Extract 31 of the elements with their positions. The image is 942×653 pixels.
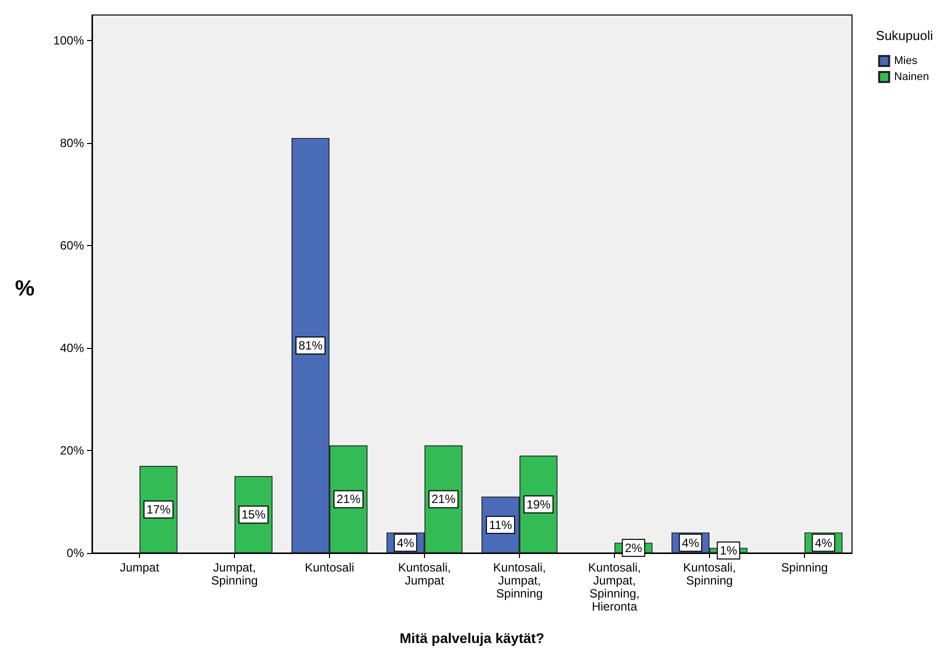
data-label: 81% <box>298 338 323 352</box>
data-label: 4% <box>396 536 414 550</box>
data-label: 1% <box>720 543 738 558</box>
data-label: 21% <box>431 492 456 506</box>
x-tick-label: Kuntosali, Jumpat, Spinning <box>493 560 546 600</box>
data-label: 11% <box>488 518 512 532</box>
y-tick-label: 60% <box>60 238 84 253</box>
data-label: 17% <box>146 502 171 516</box>
y-tick-label: 20% <box>60 444 84 458</box>
data-label: 19% <box>526 497 551 512</box>
y-tick-label: 80% <box>60 136 84 150</box>
data-label: 15% <box>241 508 266 522</box>
x-tick-label: Spinning <box>781 560 828 574</box>
data-label: 21% <box>336 492 361 506</box>
data-label: 2% <box>624 540 642 555</box>
x-tick-label: Kuntosali, Spinning <box>683 560 736 588</box>
x-tick-label: Jumpat <box>120 560 160 574</box>
y-tick-label: 40% <box>60 341 84 356</box>
x-axis-title: Mitä palveluja käytät? <box>400 630 544 646</box>
x-tick-label: Kuntosali <box>304 560 354 574</box>
data-label: 4% <box>682 536 700 550</box>
y-tick-label: 100% <box>53 34 84 48</box>
legend-label: Nainen <box>894 71 929 83</box>
y-axis-title: % <box>15 276 35 300</box>
x-tick-label: Jumpat, Spinning <box>211 560 258 588</box>
x-tick-label: Kuntosali, Jumpat, Spinning, Hieronta <box>588 560 641 614</box>
legend-title: Sukupuoli <box>876 28 934 43</box>
data-label: 4% <box>814 536 832 550</box>
x-tick-label: Kuntosali, Jumpat <box>398 560 451 588</box>
legend-label: Mies <box>894 55 918 67</box>
y-tick-label: 0% <box>66 546 84 560</box>
